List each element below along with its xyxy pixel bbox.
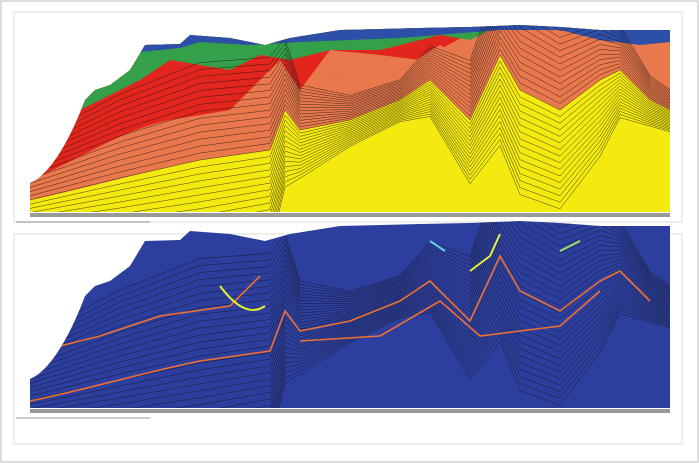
section-fill (0, 196, 699, 426)
page: (() => { const data = JSON.parse(documen… (0, 0, 699, 463)
axis-strip (30, 213, 670, 217)
figure (0, 0, 699, 463)
axis-strip (30, 409, 670, 413)
